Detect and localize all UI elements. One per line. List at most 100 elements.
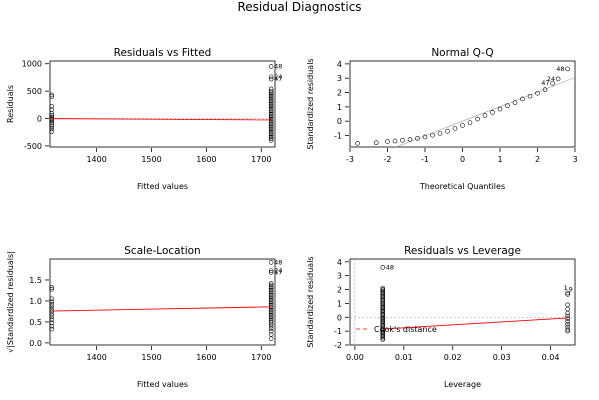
y-tick-label: -2 xyxy=(334,341,342,350)
data-point xyxy=(490,110,495,115)
data-point xyxy=(268,120,274,125)
data-point xyxy=(565,313,570,319)
data-point xyxy=(268,126,274,132)
y-axis-label: Standardized residuals xyxy=(306,256,315,347)
data-point xyxy=(555,76,561,82)
y-tick-label: 500 xyxy=(27,87,42,96)
x-tick-label: 1500 xyxy=(141,353,161,362)
data-point xyxy=(49,111,54,116)
x-tick-label: 0.02 xyxy=(444,353,462,362)
data-point xyxy=(268,106,274,112)
data-point xyxy=(268,105,274,110)
data-point xyxy=(49,112,54,118)
data-point xyxy=(49,118,54,124)
data-point xyxy=(268,297,274,303)
data-point xyxy=(49,122,54,127)
data-point xyxy=(268,136,274,142)
data-point xyxy=(268,118,274,124)
data-point xyxy=(268,95,274,101)
data-point xyxy=(268,74,274,80)
data-point xyxy=(268,296,274,301)
data-point xyxy=(527,93,533,99)
data-point xyxy=(49,299,54,305)
data-point xyxy=(49,94,54,99)
data-point xyxy=(49,307,54,312)
data-point xyxy=(565,316,570,321)
y-tick-label: 0 xyxy=(37,115,42,124)
data-point xyxy=(268,268,274,274)
data-point xyxy=(268,76,274,82)
data-point xyxy=(430,132,435,138)
y-tick-label: 0 xyxy=(337,313,342,322)
data-point xyxy=(268,328,274,334)
data-point xyxy=(49,304,54,310)
data-point xyxy=(268,92,274,97)
data-point xyxy=(49,312,54,317)
point-label: 48 xyxy=(274,258,282,266)
figure-title: Residual Diagnostics xyxy=(237,0,361,14)
data-point xyxy=(520,96,525,102)
data-point xyxy=(268,108,274,114)
data-point xyxy=(268,131,274,137)
data-point xyxy=(49,126,54,132)
data-point xyxy=(385,139,390,144)
data-point xyxy=(542,87,548,92)
point-label: 24 xyxy=(274,73,282,81)
data-point xyxy=(437,131,443,136)
y-tick-label: 1.5 xyxy=(29,276,42,285)
panel-title: Scale-Location xyxy=(124,245,200,257)
data-point xyxy=(49,314,54,320)
x-axis-label: Leverage xyxy=(444,380,481,389)
data-point xyxy=(460,123,465,128)
data-point xyxy=(268,326,274,331)
x-tick-label: 0.03 xyxy=(493,353,511,362)
data-point xyxy=(565,306,570,312)
data-point xyxy=(355,141,360,146)
data-point xyxy=(49,124,54,130)
data-point xyxy=(268,312,274,318)
y-axis-label: Standardized residuals xyxy=(306,58,315,149)
data-point xyxy=(407,137,413,142)
data-point xyxy=(268,284,274,289)
panel-rvf: Residuals vs Fitted 1400 1500 1600 1700 -500 0… xyxy=(6,47,282,191)
x-tick-label: 0 xyxy=(460,155,465,164)
point-label: 48 xyxy=(386,263,394,271)
data-point xyxy=(373,140,379,145)
point-label: 9 xyxy=(569,285,573,293)
data-point xyxy=(505,103,510,109)
data-point xyxy=(445,128,450,134)
y-tick-label: 0 xyxy=(337,117,342,126)
point-label: 24 xyxy=(547,75,555,83)
y-tick-label: 2 xyxy=(337,89,342,98)
smooth-fit-line xyxy=(382,317,568,330)
data-point xyxy=(268,292,274,298)
data-point xyxy=(268,97,274,102)
data-point xyxy=(452,126,458,131)
data-point xyxy=(268,98,274,104)
data-point xyxy=(49,302,54,307)
data-point xyxy=(268,336,274,342)
plot-frame xyxy=(49,258,276,346)
plot-frame xyxy=(49,60,276,148)
data-point xyxy=(400,137,405,143)
data-point xyxy=(565,290,570,296)
x-tick-label: 1700 xyxy=(251,353,271,362)
x-axis-label: Fitted values xyxy=(137,380,188,389)
smooth-fit-line xyxy=(51,118,272,121)
data-point xyxy=(268,133,274,138)
y-tick-label: 1 xyxy=(337,299,342,308)
data-point xyxy=(380,265,386,270)
y-axis-label: √|Standardized residuals| xyxy=(6,251,15,353)
data-point xyxy=(49,285,54,290)
panel-title: Residuals vs Leverage xyxy=(404,245,521,257)
x-tick-label: 1 xyxy=(497,155,502,164)
y-tick-label: 1.0 xyxy=(29,297,42,306)
plot-frame xyxy=(349,258,576,346)
y-tick-label: -500 xyxy=(24,142,42,151)
data-point xyxy=(380,334,386,339)
y-tick-label: 4 xyxy=(337,258,342,267)
data-point xyxy=(550,80,555,86)
data-point xyxy=(565,66,570,72)
y-tick-label: 1 xyxy=(337,103,342,112)
